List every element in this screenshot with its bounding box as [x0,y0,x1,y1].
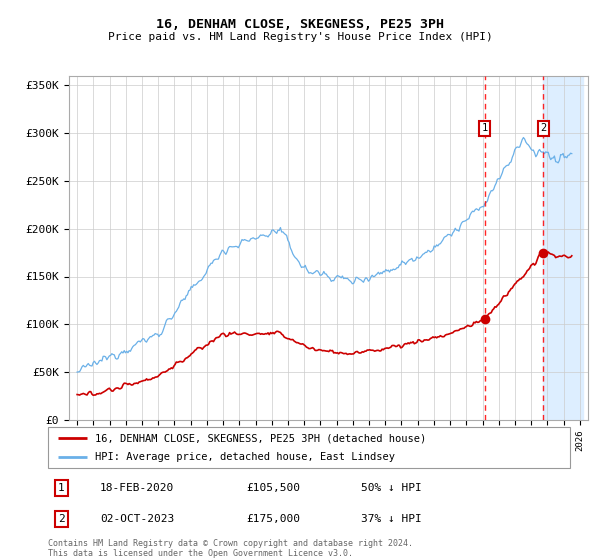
Text: HPI: Average price, detached house, East Lindsey: HPI: Average price, detached house, East… [95,452,395,461]
Text: Price paid vs. HM Land Registry's House Price Index (HPI): Price paid vs. HM Land Registry's House … [107,32,493,42]
Text: £175,000: £175,000 [247,514,301,524]
Bar [544,76,583,420]
Text: 02-OCT-2023: 02-OCT-2023 [100,514,175,524]
Text: 1: 1 [481,123,488,133]
Text: 18-FEB-2020: 18-FEB-2020 [100,483,175,493]
Text: 50% ↓ HPI: 50% ↓ HPI [361,483,422,493]
Text: £105,500: £105,500 [247,483,301,493]
Text: 37% ↓ HPI: 37% ↓ HPI [361,514,422,524]
Text: 16, DENHAM CLOSE, SKEGNESS, PE25 3PH (detached house): 16, DENHAM CLOSE, SKEGNESS, PE25 3PH (de… [95,433,426,443]
Text: 1: 1 [58,483,64,493]
Text: 2: 2 [58,514,64,524]
Text: 16, DENHAM CLOSE, SKEGNESS, PE25 3PH: 16, DENHAM CLOSE, SKEGNESS, PE25 3PH [156,18,444,31]
Text: This data is licensed under the Open Government Licence v3.0.: This data is licensed under the Open Gov… [48,549,353,558]
Text: 2: 2 [540,123,547,133]
Text: Contains HM Land Registry data © Crown copyright and database right 2024.: Contains HM Land Registry data © Crown c… [48,539,413,548]
Bar [544,76,583,420]
